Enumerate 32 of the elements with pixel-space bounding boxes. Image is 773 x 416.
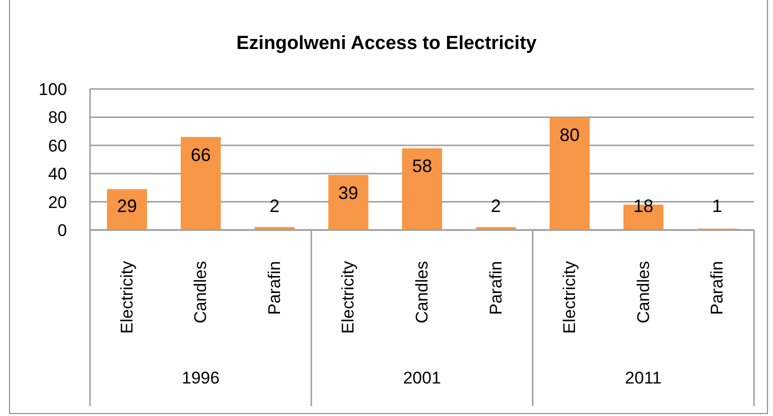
data-label: 80 bbox=[560, 125, 580, 146]
data-label: 2 bbox=[270, 196, 280, 216]
data-label: 2 bbox=[490, 196, 501, 216]
bar bbox=[402, 148, 442, 230]
data-label: 39 bbox=[338, 183, 358, 204]
x-tick-label: Parafin bbox=[264, 261, 284, 315]
data-label: 29 bbox=[116, 196, 137, 216]
text: 2001 bbox=[403, 368, 441, 388]
data-label: 66 bbox=[190, 144, 211, 165]
bar bbox=[180, 136, 221, 230]
chart-title: Ezingolweni Access to Electricity bbox=[235, 32, 538, 56]
y-tick-label: 80 bbox=[48, 108, 67, 128]
data-label: 58 bbox=[412, 156, 432, 176]
x-tick-label: Electricity bbox=[338, 260, 358, 334]
y-tick-label: 60 bbox=[48, 136, 67, 156]
x-tick-label: Parafin bbox=[708, 261, 727, 315]
text: 1996 bbox=[182, 368, 220, 388]
x-tick-label: Electricity bbox=[117, 260, 136, 334]
bar bbox=[550, 117, 590, 230]
bar bbox=[106, 189, 147, 230]
text: 2011 bbox=[625, 368, 662, 388]
y-tick-label: 100 bbox=[38, 80, 67, 100]
y-tick-label: 0 bbox=[58, 221, 67, 240]
x-tick-label: Candles bbox=[412, 261, 432, 324]
x-tick-label: Candles bbox=[634, 261, 653, 324]
y-tick-label: 20 bbox=[48, 192, 67, 212]
x-tick-label: Parafin bbox=[486, 261, 506, 315]
y-tick-label: 40 bbox=[48, 164, 67, 184]
data-label: 1 bbox=[712, 196, 722, 216]
x-tick-label: Electricity bbox=[560, 260, 580, 334]
x-tick-label: Candles bbox=[191, 261, 210, 324]
bar bbox=[328, 175, 368, 230]
